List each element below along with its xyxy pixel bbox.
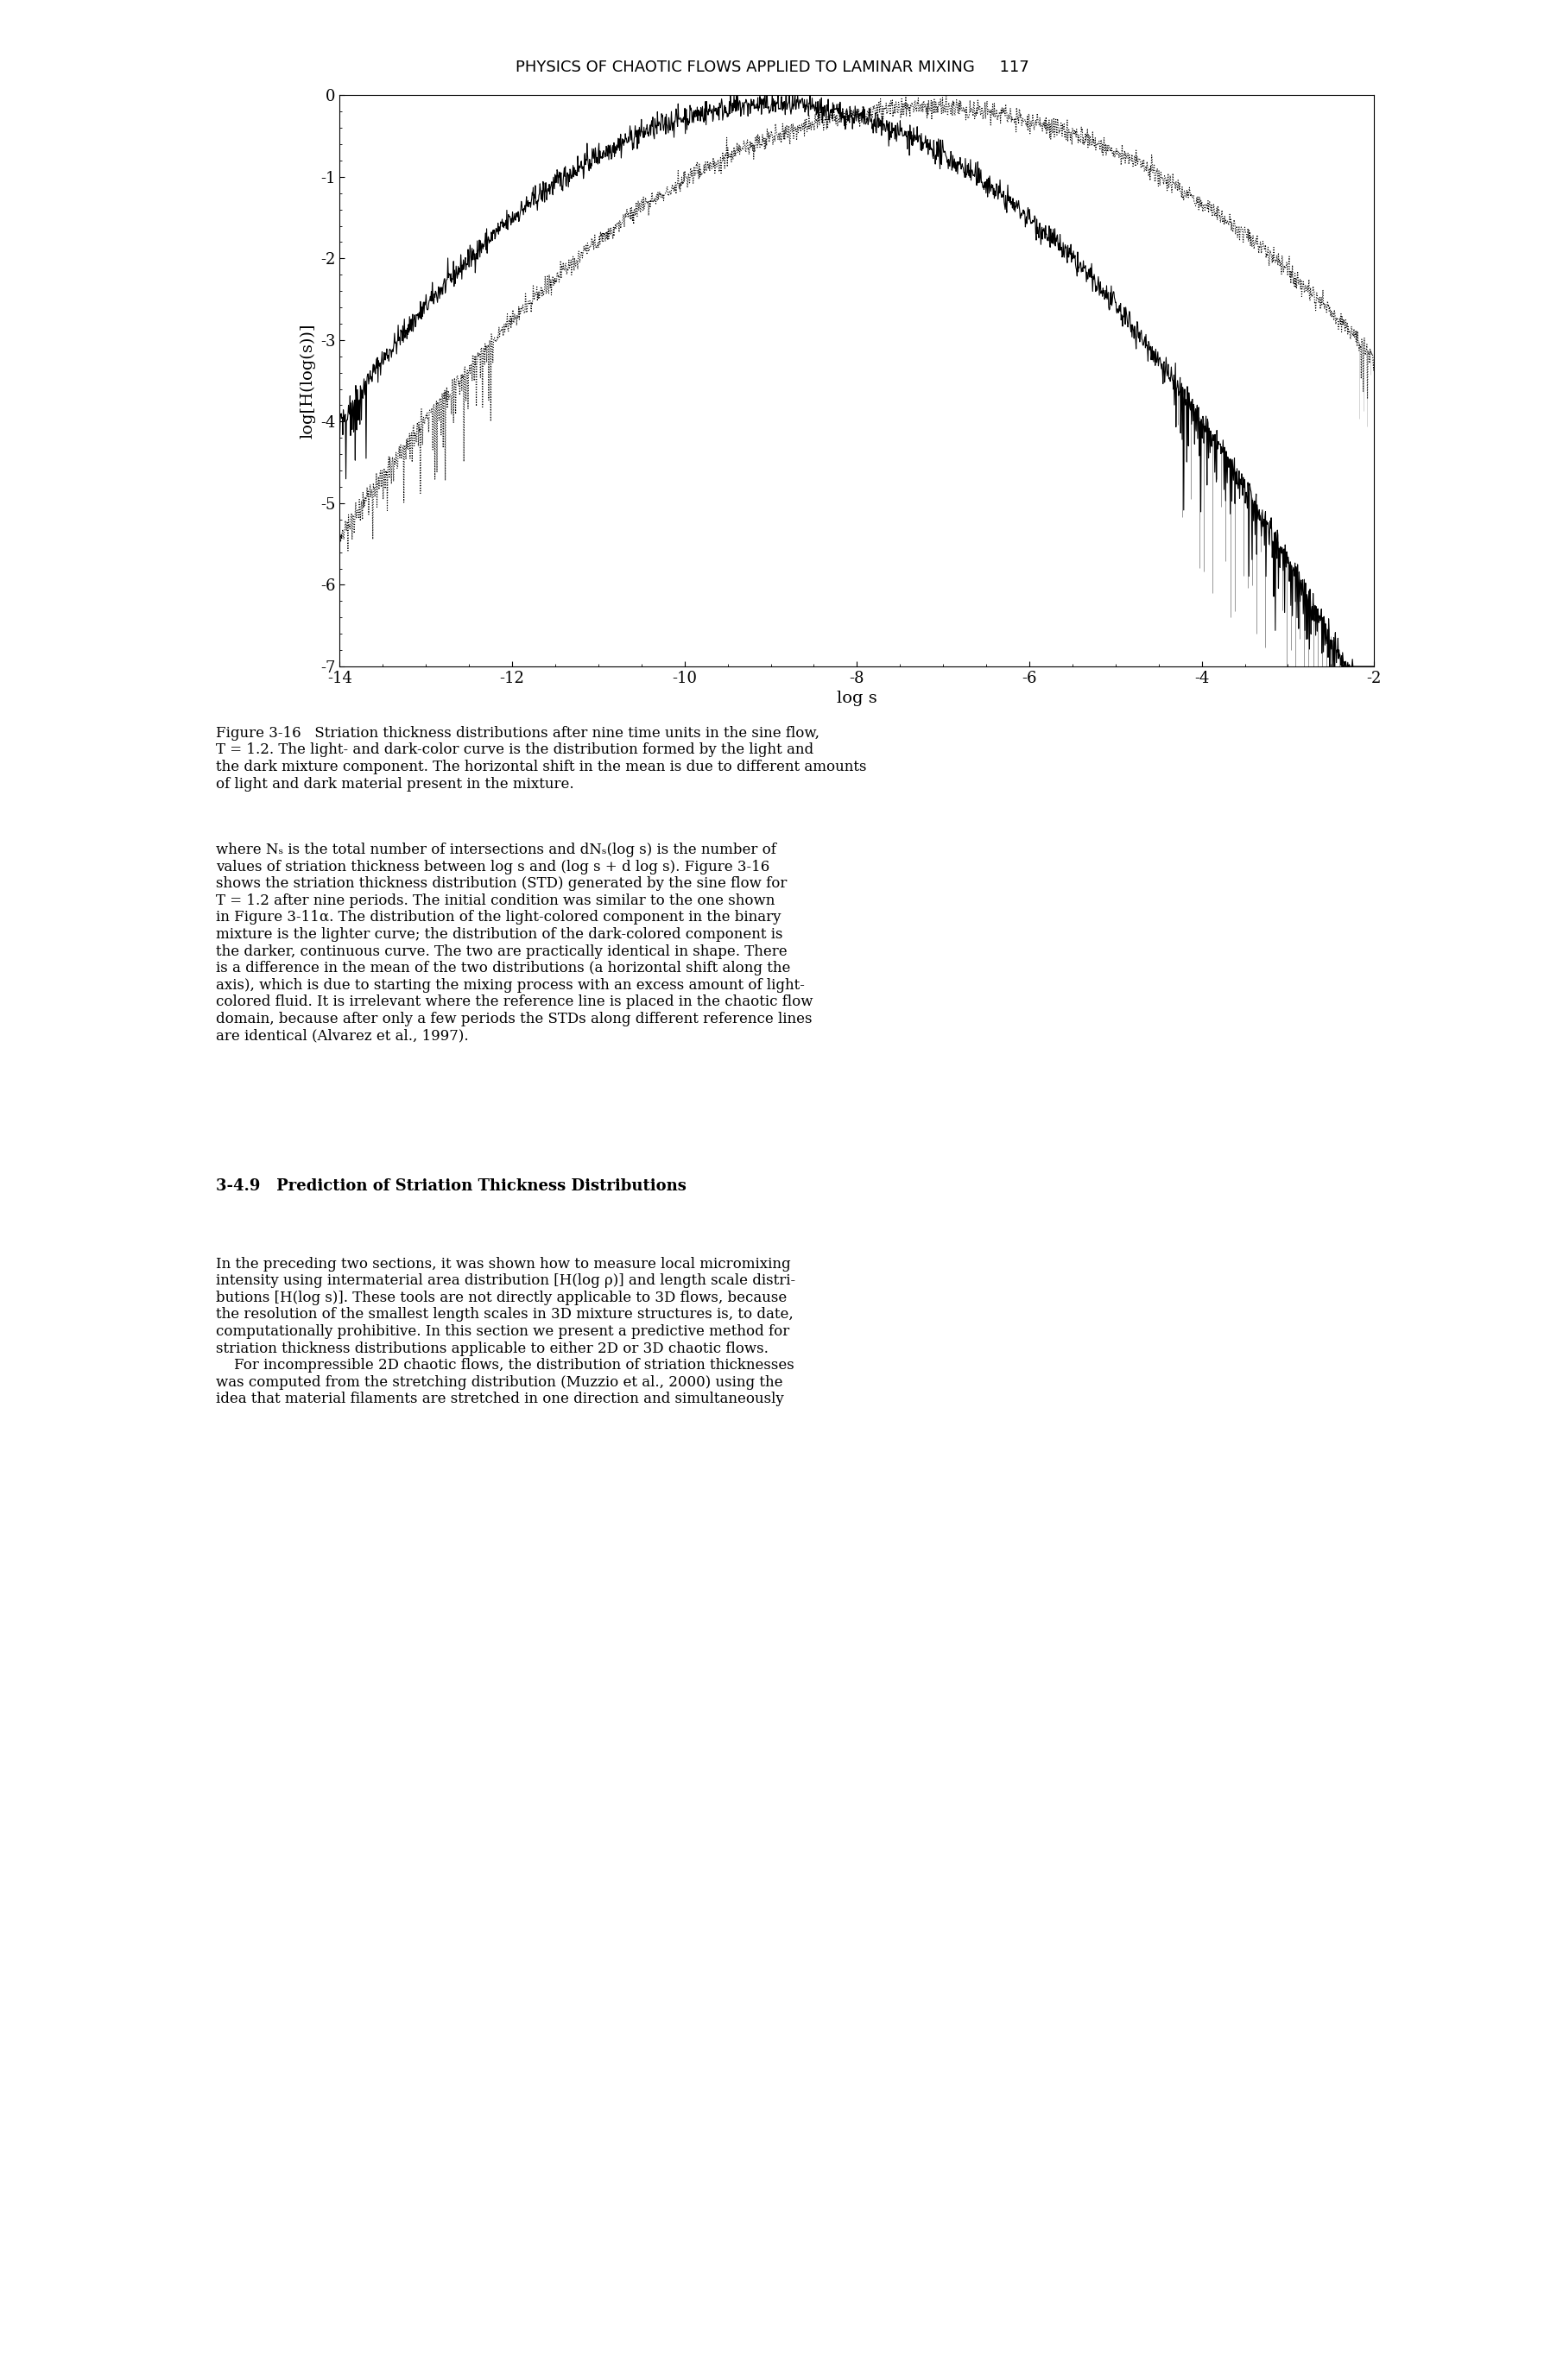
Text: In the preceding two sections, it was shown how to measure local micromixing
int: In the preceding two sections, it was sh… [216,1257,795,1407]
Text: PHYSICS OF CHAOTIC FLOWS APPLIED TO LAMINAR MIXING     117: PHYSICS OF CHAOTIC FLOWS APPLIED TO LAMI… [516,60,1028,76]
Text: where Nₛ is the total number of intersections and dNₛ(log s) is the number of
va: where Nₛ is the total number of intersec… [216,843,814,1042]
Text: 3-4.9   Prediction of Striation Thickness Distributions: 3-4.9 Prediction of Striation Thickness … [216,1178,687,1195]
Y-axis label: log[H(log(s))]: log[H(log(s))] [300,324,315,438]
Text: Figure 3-16   Striation thickness distributions after nine time units in the sin: Figure 3-16 Striation thickness distribu… [216,726,866,790]
X-axis label: log s: log s [837,690,877,707]
